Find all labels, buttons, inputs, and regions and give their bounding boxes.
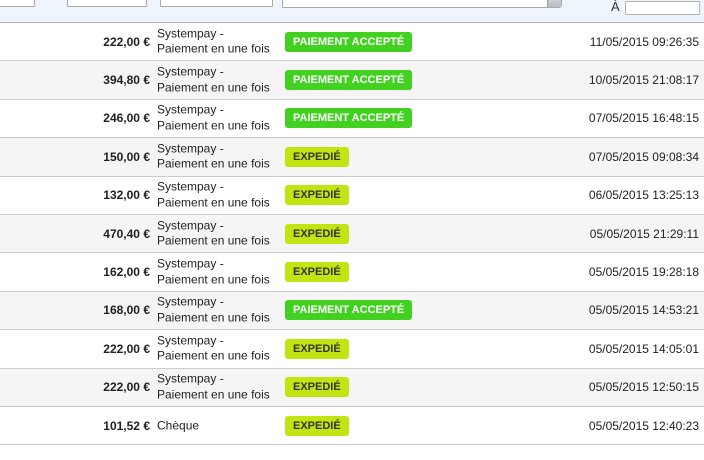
payment-line-1: Systempay - bbox=[157, 141, 224, 156]
order-status-badge: PAIEMENT ACCEPTÉ bbox=[285, 70, 413, 91]
payment-line-2: Paiement en une fois bbox=[157, 41, 270, 56]
payment-method: Systempay - Paiement en une fois bbox=[157, 295, 289, 326]
payment-method: Systempay - Paiement en une fois bbox=[157, 218, 289, 249]
order-date: 05/05/2015 14:53:21 bbox=[588, 303, 699, 318]
order-row[interactable]: 222,00 € Systempay - Paiement en une fois… bbox=[0, 330, 704, 369]
order-row[interactable]: 222,00 € Systempay - Paiement en une fois… bbox=[0, 23, 704, 62]
order-date: 05/05/2015 21:29:11 bbox=[589, 226, 699, 241]
payment-line-1: Systempay - bbox=[157, 218, 224, 233]
table-filter-row: ▾ À bbox=[0, 0, 704, 23]
payment-line-2: Paiement en une fois bbox=[157, 272, 270, 287]
order-status-cell: EXPEDIÉ bbox=[285, 223, 349, 244]
order-status-badge: EXPEDIÉ bbox=[285, 415, 349, 436]
payment-line-2: Paiement en une fois bbox=[157, 387, 270, 402]
order-status-badge: EXPEDIÉ bbox=[285, 338, 349, 359]
order-total: 470,40 € bbox=[103, 226, 150, 241]
order-status-badge: EXPEDIÉ bbox=[285, 262, 349, 283]
payment-method: Systempay - Paiement en une fois bbox=[157, 333, 289, 364]
order-date: 07/05/2015 09:08:34 bbox=[588, 149, 699, 164]
payment-line-1: Systempay - bbox=[157, 179, 224, 194]
payment-line-2: Paiement en une fois bbox=[157, 156, 270, 171]
order-status-badge: EXPEDIÉ bbox=[285, 377, 349, 398]
order-row[interactable]: 394,80 € Systempay - Paiement en une fois… bbox=[0, 61, 704, 100]
order-total: 222,00 € bbox=[103, 34, 150, 49]
order-date: 11/05/2015 09:26:35 bbox=[589, 34, 699, 49]
order-date: 07/05/2015 16:48:15 bbox=[588, 111, 699, 126]
order-row[interactable]: 162,00 € Systempay - Paiement en une fois… bbox=[0, 253, 704, 292]
payment-method: Systempay - Paiement en une fois bbox=[157, 372, 289, 403]
order-status-badge: EXPEDIÉ bbox=[285, 223, 349, 244]
order-status-cell: EXPEDIÉ bbox=[285, 146, 349, 167]
payment-method: Chèque bbox=[157, 418, 289, 434]
order-total: 168,00 € bbox=[103, 303, 150, 318]
order-date: 05/05/2015 14:05:01 bbox=[588, 341, 699, 356]
order-status-badge: PAIEMENT ACCEPTÉ bbox=[285, 31, 413, 52]
order-row[interactable]: 132,00 € Systempay - Paiement en une fois… bbox=[0, 176, 704, 215]
payment-line-2: Paiement en une fois bbox=[157, 195, 270, 210]
order-row[interactable]: 150,00 € Systempay - Paiement en une fois… bbox=[0, 138, 704, 177]
order-total: 162,00 € bbox=[103, 265, 150, 280]
filter-input-payment[interactable] bbox=[160, 0, 273, 7]
order-status-badge: PAIEMENT ACCEPTÉ bbox=[285, 108, 413, 129]
order-status-cell: EXPEDIÉ bbox=[285, 262, 349, 283]
order-row[interactable]: 101,52 € Chèque EXPEDIÉ 05/05/2015 12:40… bbox=[0, 406, 704, 446]
order-status-cell: EXPEDIÉ bbox=[285, 377, 349, 398]
order-total: 101,52 € bbox=[103, 418, 150, 433]
filter-input-reference[interactable] bbox=[0, 0, 35, 7]
order-status-cell: PAIEMENT ACCEPTÉ bbox=[285, 108, 413, 129]
order-date: 10/05/2015 21:08:17 bbox=[588, 73, 699, 88]
payment-method: Systempay - Paiement en une fois bbox=[157, 103, 289, 134]
order-row[interactable]: 246,00 € Systempay - Paiement en une fois… bbox=[0, 99, 704, 139]
order-status-badge: EXPEDIÉ bbox=[285, 185, 349, 206]
order-row[interactable]: 222,00 € Systempay - Paiement en une fois… bbox=[0, 368, 704, 407]
filter-input-customer[interactable] bbox=[67, 0, 147, 7]
filter-date-to-input[interactable] bbox=[625, 1, 700, 15]
payment-line-1: Systempay - bbox=[157, 102, 224, 117]
payment-line-2: Paiement en une fois bbox=[157, 118, 270, 133]
order-status-cell: PAIEMENT ACCEPTÉ bbox=[285, 31, 413, 52]
order-total: 132,00 € bbox=[103, 188, 150, 203]
payment-line-1: Systempay - bbox=[157, 371, 224, 386]
orders-list: 222,00 € Systempay - Paiement en une fois… bbox=[0, 23, 704, 446]
order-date: 05/05/2015 19:28:18 bbox=[588, 265, 699, 280]
order-status-cell: EXPEDIÉ bbox=[285, 338, 349, 359]
order-status-badge: PAIEMENT ACCEPTÉ bbox=[285, 300, 413, 321]
payment-line-1: Chèque bbox=[157, 417, 200, 432]
payment-line-1: Systempay - bbox=[157, 294, 224, 309]
order-status-cell: EXPEDIÉ bbox=[285, 415, 349, 436]
order-status-cell: PAIEMENT ACCEPTÉ bbox=[285, 70, 413, 91]
payment-method: Systempay - Paiement en une fois bbox=[157, 180, 289, 211]
order-row[interactable]: 470,40 € Systempay - Paiement en une fois… bbox=[0, 214, 704, 254]
payment-line-2: Paiement en une fois bbox=[157, 348, 270, 363]
date-to-label: À bbox=[611, 0, 620, 14]
payment-line-2: Paiement en une fois bbox=[157, 80, 270, 95]
payment-line-1: Systempay - bbox=[157, 26, 224, 41]
order-total: 222,00 € bbox=[103, 380, 150, 395]
order-total: 222,00 € bbox=[103, 341, 150, 356]
payment-method: Systempay - Paiement en une fois bbox=[157, 257, 289, 288]
order-status-badge: EXPEDIÉ bbox=[285, 146, 349, 167]
payment-method: Systempay - Paiement en une fois bbox=[157, 26, 289, 57]
order-status-cell: PAIEMENT ACCEPTÉ bbox=[285, 300, 413, 321]
payment-line-1: Systempay - bbox=[157, 256, 224, 271]
payment-line-1: Systempay - bbox=[157, 333, 224, 348]
payment-line-2: Paiement en une fois bbox=[157, 233, 270, 248]
order-total: 150,00 € bbox=[103, 149, 150, 164]
payment-method: Systempay - Paiement en une fois bbox=[157, 65, 289, 96]
status-filter-select[interactable]: ▾ bbox=[282, 0, 562, 8]
payment-method: Systempay - Paiement en une fois bbox=[157, 141, 289, 172]
payment-line-1: Systempay - bbox=[157, 64, 224, 79]
order-row[interactable]: 168,00 € Systempay - Paiement en une fois… bbox=[0, 291, 704, 331]
order-total: 394,80 € bbox=[103, 73, 150, 88]
order-total: 246,00 € bbox=[103, 111, 150, 126]
order-status-cell: EXPEDIÉ bbox=[285, 185, 349, 206]
payment-line-2: Paiement en une fois bbox=[157, 310, 270, 325]
select-dropdown-arrow-icon: ▾ bbox=[547, 0, 561, 7]
order-date: 05/05/2015 12:50:15 bbox=[588, 380, 699, 395]
order-date: 05/05/2015 12:40:23 bbox=[588, 418, 699, 433]
order-date: 06/05/2015 13:25:13 bbox=[588, 188, 699, 203]
